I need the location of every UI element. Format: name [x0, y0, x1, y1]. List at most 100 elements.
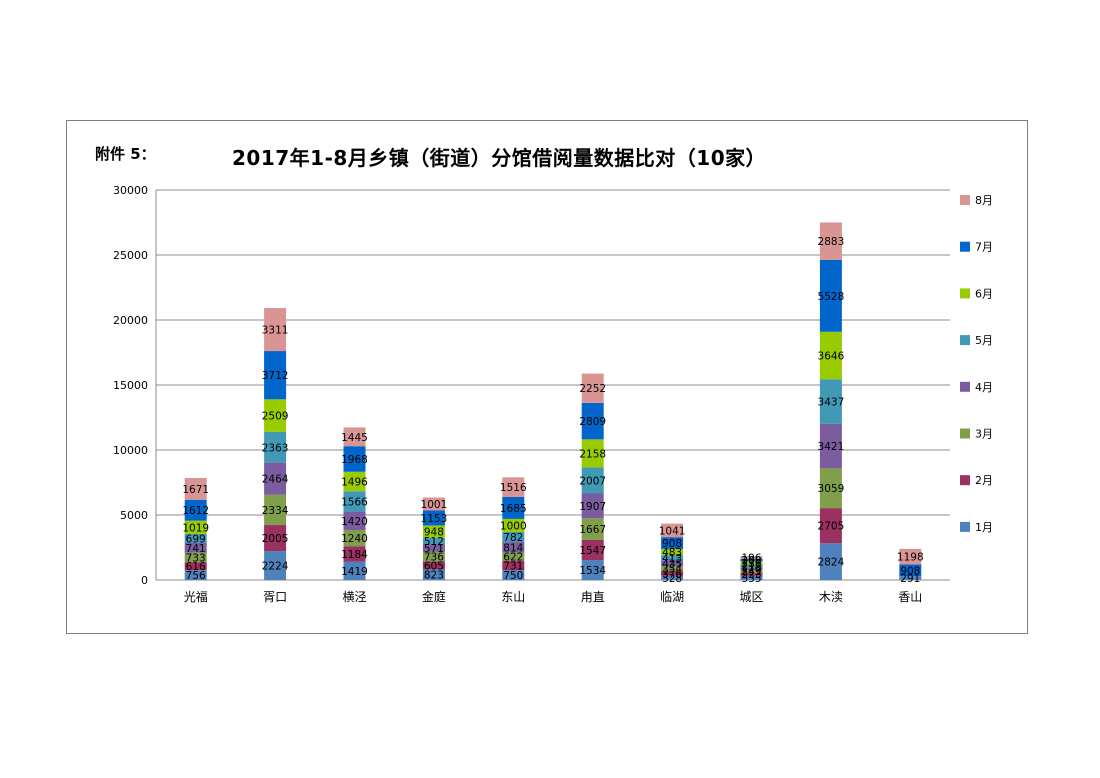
- x-category-label: 城区: [739, 590, 763, 604]
- bar-segment: [661, 566, 684, 571]
- data-label: 1907: [579, 501, 606, 513]
- attachment-label: 附件 5：: [95, 145, 156, 163]
- bar-segment: [661, 575, 684, 580]
- bar-segment: [581, 560, 604, 580]
- x-category-label: 东山: [501, 590, 525, 604]
- bar-segment: [343, 471, 366, 492]
- data-label: 2334: [262, 505, 289, 517]
- data-label: 3712: [262, 370, 289, 382]
- data-label: 512: [424, 536, 444, 548]
- data-label: 750: [503, 570, 523, 582]
- bar-segment: [502, 497, 525, 519]
- data-label: 741: [186, 543, 206, 555]
- x-category-label: 甪直: [581, 590, 605, 604]
- bar-segment: [502, 570, 525, 580]
- y-tick-label: 5000: [120, 509, 148, 522]
- data-label: 948: [424, 527, 444, 539]
- legend-label: 6月: [975, 287, 993, 300]
- data-label: 483: [662, 547, 682, 559]
- data-label: 2509: [262, 411, 289, 423]
- bar-segment: [740, 575, 763, 580]
- bar-segment: [184, 477, 207, 500]
- data-label: 605: [424, 560, 444, 572]
- bar-segment: [740, 564, 763, 568]
- bar-segment: [899, 548, 922, 565]
- bar-segment: [819, 379, 842, 424]
- data-label: 1516: [500, 482, 527, 494]
- bar-segment: [661, 560, 684, 567]
- chart-frame: [66, 120, 1028, 634]
- y-tick-label: 30000: [113, 184, 148, 197]
- data-label: 3437: [818, 397, 845, 409]
- legend-label: 3月: [975, 428, 993, 441]
- data-label: 376: [662, 568, 682, 580]
- y-tick-label: 15000: [113, 379, 148, 392]
- data-label: 2705: [818, 521, 845, 533]
- data-label: 2005: [262, 533, 289, 545]
- data-label: 1685: [500, 503, 527, 515]
- bar-segment: [264, 462, 287, 495]
- bar-segment: [581, 373, 604, 403]
- bar-segment: [264, 551, 287, 580]
- legend-label: 1月: [975, 521, 993, 534]
- bar-segment: [819, 259, 842, 332]
- bar-segment: [740, 558, 763, 562]
- data-label: 616: [186, 561, 206, 573]
- data-label: 1019: [182, 522, 209, 534]
- data-label: 2252: [579, 383, 606, 395]
- legend-swatch: [960, 428, 970, 439]
- bar-segment: [502, 560, 525, 571]
- bar-segment: [343, 561, 366, 580]
- bar-segment: [422, 525, 445, 538]
- data-label: 1153: [421, 513, 448, 525]
- data-label: 1612: [182, 505, 209, 517]
- bar-segment: [581, 493, 604, 519]
- data-label: 1566: [341, 496, 368, 508]
- data-label: 2883: [818, 236, 845, 248]
- bar-segment: [422, 561, 445, 570]
- data-label: 2007: [579, 475, 606, 487]
- bar-segment: [740, 561, 763, 565]
- data-label: 2224: [262, 561, 289, 573]
- data-label: 328: [662, 573, 682, 585]
- bar-segment: [819, 543, 842, 580]
- bar-segment: [661, 555, 684, 561]
- data-label: 435: [662, 558, 682, 570]
- bar-segment: [343, 546, 366, 562]
- data-label: 756: [186, 570, 206, 582]
- bar-segment: [581, 467, 604, 494]
- bar-segment: [343, 511, 366, 531]
- data-label: 5528: [818, 291, 845, 303]
- data-label: 1667: [579, 524, 606, 536]
- bar-segment: [422, 569, 445, 580]
- bar-segment: [819, 508, 842, 544]
- data-label: 1041: [659, 525, 686, 537]
- bar-segment: [740, 572, 763, 576]
- data-label: 1198: [897, 552, 924, 564]
- bar-segment: [422, 544, 445, 552]
- bar-segment: [184, 499, 207, 521]
- legend-swatch: [960, 521, 970, 532]
- data-label: 196: [741, 552, 761, 564]
- legend-swatch: [960, 241, 970, 252]
- bar-segment: [184, 562, 207, 571]
- data-label: 2809: [579, 416, 606, 428]
- bar-segment: [184, 533, 207, 544]
- data-label: 208: [741, 555, 761, 567]
- data-label: 1000: [500, 520, 527, 532]
- data-label: 236: [741, 558, 761, 570]
- bar-segment: [740, 567, 763, 570]
- bar-segment: [264, 351, 287, 400]
- data-label: 2363: [262, 442, 289, 454]
- bar-segment: [661, 548, 684, 556]
- x-category-label: 横泾: [342, 590, 366, 604]
- data-label: 908: [662, 538, 682, 550]
- bar-segment: [502, 477, 525, 498]
- bar-segment: [661, 570, 684, 576]
- data-label: 218: [741, 561, 761, 573]
- legend-label: 7月: [975, 241, 993, 254]
- bar-segment: [184, 552, 207, 563]
- legend-swatch: [960, 195, 970, 205]
- data-label: 3311: [262, 325, 289, 337]
- data-label: 814: [503, 542, 523, 554]
